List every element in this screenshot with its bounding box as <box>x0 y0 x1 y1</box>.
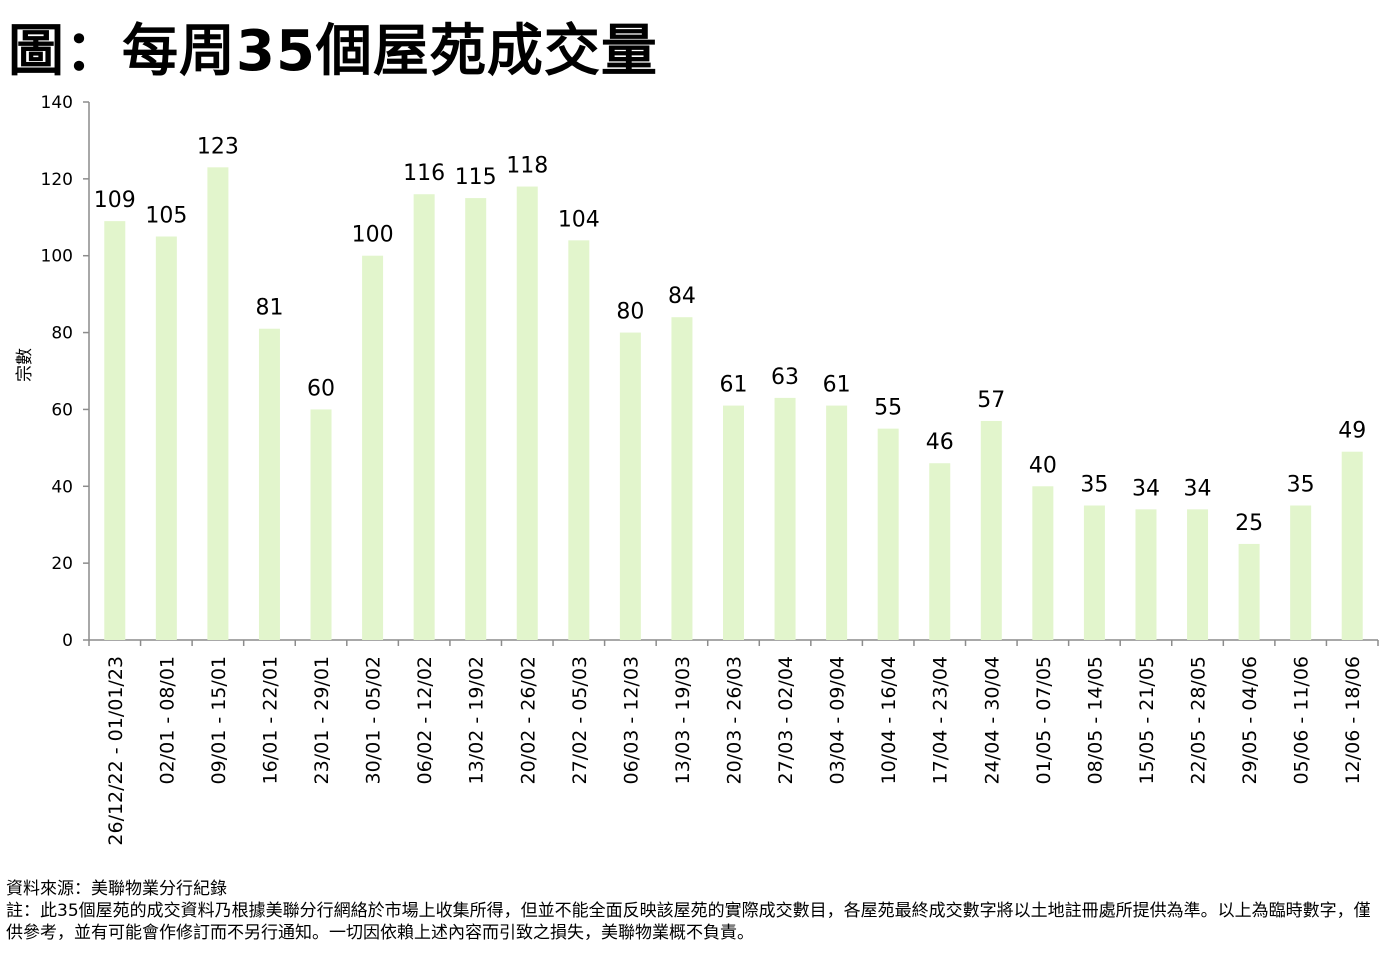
x-tick-label: 22/05 - 28/05 <box>1188 656 1210 784</box>
data-label: 60 <box>307 376 335 401</box>
data-label: 109 <box>94 188 136 213</box>
x-tick-label: 30/01 - 05/02 <box>363 656 385 784</box>
x-tick-label: 08/05 - 14/05 <box>1084 656 1106 784</box>
x-tick-label: 13/02 - 19/02 <box>466 656 488 784</box>
x-tick-label: 13/03 - 19/03 <box>672 656 694 784</box>
data-label: 115 <box>455 165 497 190</box>
bar <box>207 167 229 641</box>
data-label: 84 <box>668 284 696 309</box>
x-tick-label: 20/02 - 26/02 <box>517 656 539 784</box>
x-tick-label: 01/05 - 07/05 <box>1033 656 1055 784</box>
x-tick-label: 27/03 - 02/04 <box>775 656 797 784</box>
data-label: 116 <box>403 161 445 186</box>
chart-x-tick-labels: 26/12/22 - 01/01/23 02/01 - 08/01 09/01 - … <box>105 656 1364 846</box>
y-tick-label: 140 <box>41 93 73 113</box>
bar <box>1032 486 1054 640</box>
bar <box>671 317 693 640</box>
bar <box>980 420 1002 640</box>
y-tick-label: 60 <box>51 400 73 420</box>
y-tick-label: 100 <box>41 247 73 267</box>
data-label: 57 <box>977 388 1005 413</box>
data-label: 104 <box>558 207 600 232</box>
chart-bars <box>104 167 1363 641</box>
data-label: 25 <box>1235 511 1263 536</box>
bar <box>1083 505 1105 640</box>
y-axis-label: 宗數 <box>15 348 35 382</box>
x-tick-label: 17/04 - 23/04 <box>930 656 952 784</box>
data-label: 63 <box>771 365 799 390</box>
x-tick-label: 27/02 - 05/03 <box>569 656 591 784</box>
x-tick-label: 02/01 - 08/01 <box>156 656 178 784</box>
bar <box>929 463 951 640</box>
bar <box>619 332 641 640</box>
data-label: 55 <box>874 396 902 421</box>
bar <box>723 405 744 640</box>
bar <box>155 236 177 640</box>
y-tick-label: 80 <box>51 324 73 344</box>
x-tick-label: 10/04 - 16/04 <box>878 656 900 784</box>
data-label: 40 <box>1029 453 1057 478</box>
x-tick-label: 23/01 - 29/01 <box>311 656 333 784</box>
data-label: 118 <box>506 154 548 179</box>
data-label: 80 <box>616 300 644 325</box>
bar <box>258 328 280 640</box>
source-note: 資料來源：美聯物業分行紀錄 <box>6 879 227 899</box>
bar <box>826 405 848 640</box>
bar <box>104 221 126 640</box>
bar <box>774 397 796 640</box>
x-tick-label: 12/06 - 18/06 <box>1342 656 1364 784</box>
y-tick-label: 120 <box>41 170 73 190</box>
chart-y-tick-labels: 0 20 40 60 80 100 120 140 <box>41 93 73 651</box>
chart-data-labels: 109 105 123 81 60 100 116 115 118 104 80 84 61 63 61 55… <box>94 134 1366 536</box>
footer: 資料來源：美聯物業分行紀錄 註：此35個屋苑的成交資料乃根據美聯分行網絡於市場上… <box>6 878 1381 944</box>
data-label: 105 <box>145 204 187 229</box>
bar <box>1135 509 1157 640</box>
x-tick-label: 03/04 - 09/04 <box>827 656 849 784</box>
data-label: 81 <box>255 296 283 321</box>
x-tick-label: 05/06 - 11/06 <box>1291 656 1313 784</box>
bar <box>568 240 590 641</box>
bar <box>1187 509 1209 640</box>
bar <box>516 186 538 641</box>
y-tick-label: 20 <box>51 554 73 574</box>
x-tick-label: 09/01 - 15/01 <box>208 656 230 784</box>
data-label: 61 <box>823 373 851 398</box>
x-tick-label: 06/02 - 12/02 <box>414 656 436 784</box>
data-label: 49 <box>1338 419 1366 444</box>
x-tick-label: 20/03 - 26/03 <box>724 656 746 784</box>
bar <box>310 409 332 640</box>
x-tick-label: 06/03 - 12/03 <box>620 656 642 784</box>
disclaimer-note: 註：此35個屋苑的成交資料乃根據美聯分行網絡於市場上收集所得，但並不能全面反映該… <box>6 901 1371 943</box>
data-label: 34 <box>1184 476 1212 501</box>
data-label: 123 <box>197 134 239 159</box>
data-label: 34 <box>1132 476 1160 501</box>
bar <box>877 428 899 640</box>
data-label: 100 <box>352 223 394 248</box>
x-tick-label: 29/05 - 04/06 <box>1239 656 1261 784</box>
x-tick-label: 15/05 - 21/05 <box>1136 656 1158 784</box>
x-tick-label: 26/12/22 - 01/01/23 <box>105 656 127 846</box>
bar-chart: 109 105 123 81 60 100 116 115 118 104 80 84 61 63 61 55… <box>15 93 1379 846</box>
bar <box>1290 505 1312 640</box>
bar <box>1341 451 1363 640</box>
chart-title: 圖：每周35個屋苑成交量 <box>8 19 658 84</box>
data-label: 35 <box>1287 473 1315 498</box>
y-tick-label: 0 <box>62 631 73 651</box>
x-tick-label: 16/01 - 22/01 <box>259 656 281 784</box>
bar <box>1238 543 1260 640</box>
y-tick-label: 40 <box>51 477 73 497</box>
data-label: 61 <box>720 373 748 398</box>
bar <box>413 194 435 640</box>
x-tick-label: 24/04 - 30/04 <box>981 656 1003 784</box>
data-label: 46 <box>926 430 954 455</box>
data-label: 35 <box>1080 473 1108 498</box>
bar <box>465 198 487 641</box>
bar <box>362 255 384 640</box>
